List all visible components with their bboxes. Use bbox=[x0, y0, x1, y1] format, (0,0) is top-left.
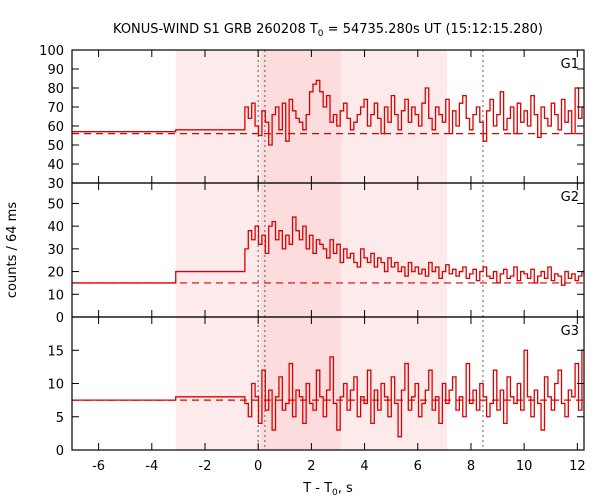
y-tick-label-G2: 50 bbox=[47, 197, 64, 212]
y-tick-label-G3: 0 bbox=[56, 444, 64, 459]
panel-label-G1: G1 bbox=[561, 57, 579, 72]
x-tick-label: 6 bbox=[414, 459, 422, 474]
y-tick-label-G2: 30 bbox=[47, 243, 64, 258]
y-tick-label-G2: 10 bbox=[47, 288, 64, 303]
x-tick-label: -4 bbox=[145, 459, 158, 474]
y-tick-label-G3: 5 bbox=[56, 411, 64, 426]
x-axis-label: T - T0, s bbox=[302, 481, 353, 498]
y-tick-label-G1: 90 bbox=[47, 63, 64, 78]
chart-title: KONUS-WIND S1 GRB 260208 T0 = 54735.280s… bbox=[113, 22, 543, 39]
y-tick-label-G1: 100 bbox=[39, 44, 64, 59]
panel-label-G2: G2 bbox=[561, 190, 579, 205]
y-tick-label-G3: 15 bbox=[47, 344, 64, 359]
x-tick-label: -6 bbox=[92, 459, 105, 474]
y-tick-label-G2: 0 bbox=[56, 311, 64, 326]
y-tick-label-G1: 40 bbox=[47, 158, 64, 173]
x-tick-label: 8 bbox=[467, 459, 475, 474]
y-axis-label: counts / 64 ms bbox=[5, 202, 20, 298]
histogram-G1 bbox=[72, 79, 584, 146]
y-tick-label-G1: 60 bbox=[47, 120, 64, 135]
y-tick-label-G2: 20 bbox=[47, 266, 64, 281]
y-tick-label-G2: 40 bbox=[47, 220, 64, 235]
x-tick-label: 10 bbox=[516, 459, 533, 474]
y-tick-label-G1: 30 bbox=[47, 177, 64, 192]
histogram-G3 bbox=[72, 349, 584, 438]
x-tick-label: 12 bbox=[569, 459, 586, 474]
y-tick-label-G1: 70 bbox=[47, 101, 64, 116]
y-tick-label-G1: 50 bbox=[47, 139, 64, 154]
x-tick-label: -2 bbox=[199, 459, 212, 474]
panel-label-G3: G3 bbox=[561, 324, 579, 339]
histogram-G2 bbox=[72, 216, 584, 286]
x-tick-label: 2 bbox=[307, 459, 315, 474]
x-tick-label: 0 bbox=[254, 459, 262, 474]
y-tick-label-G3: 10 bbox=[47, 378, 64, 393]
shaded-interval-1 bbox=[260, 50, 341, 450]
y-tick-label-G1: 80 bbox=[47, 82, 64, 97]
x-tick-label: 4 bbox=[360, 459, 368, 474]
